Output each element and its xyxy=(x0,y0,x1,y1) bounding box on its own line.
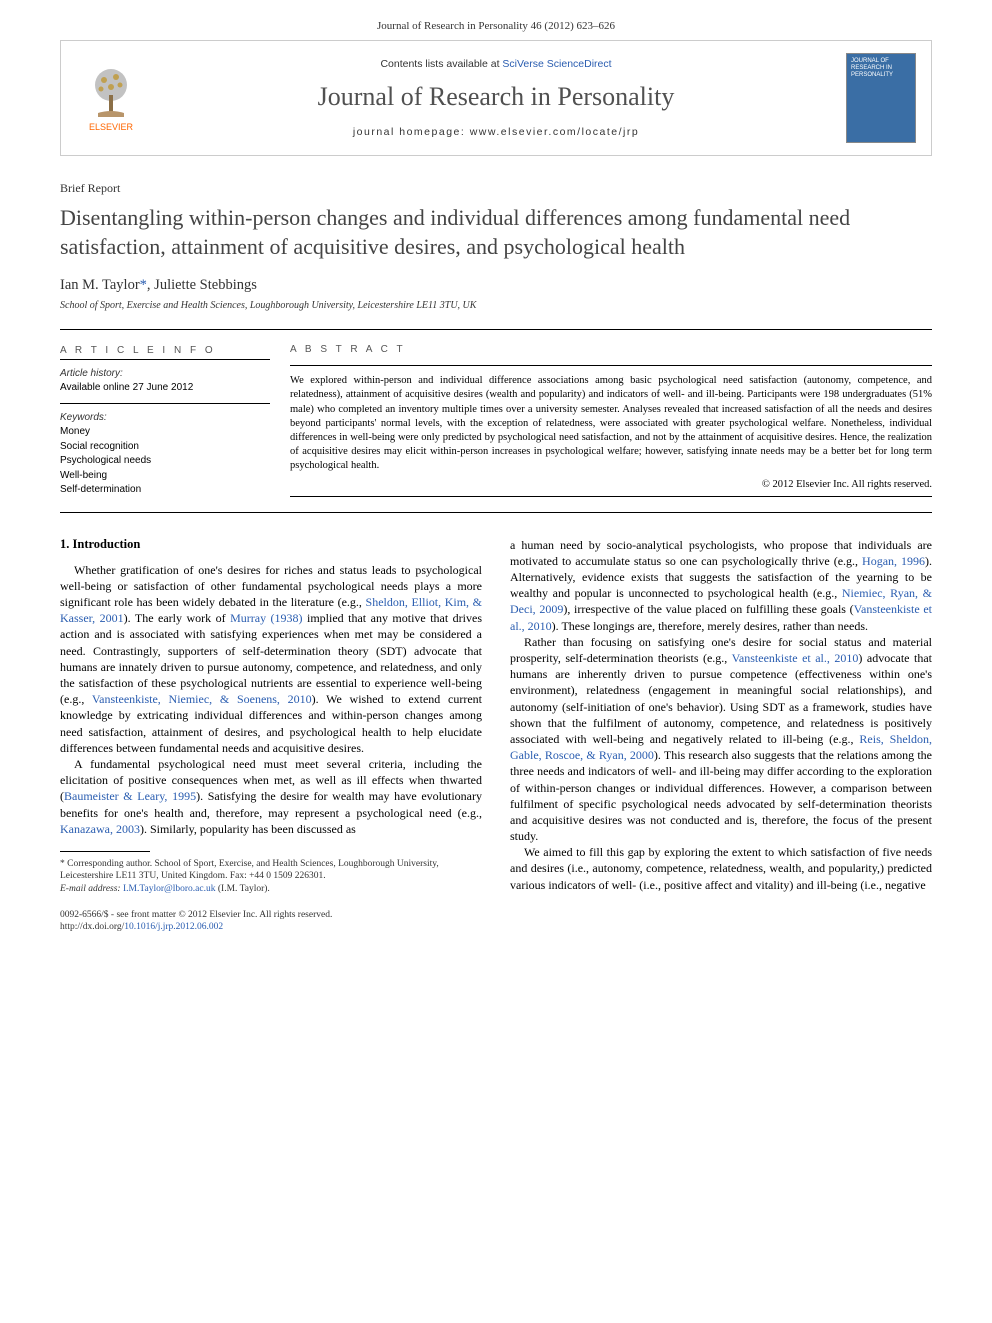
meta-abstract-row: A R T I C L E I N F O Article history: A… xyxy=(60,329,932,512)
contents-prefix: Contents lists available at xyxy=(380,58,502,70)
author-1: Ian M. Taylor xyxy=(60,277,140,293)
abstract-copyright: © 2012 Elsevier Inc. All rights reserved… xyxy=(290,479,932,490)
email-after: (I.M. Taylor). xyxy=(216,884,270,894)
history-label: Article history: xyxy=(60,367,270,381)
email-footnote: E-mail address: I.M.Taylor@lboro.ac.uk (… xyxy=(60,883,482,895)
abstract-col: A B S T R A C T We explored within-perso… xyxy=(290,330,932,512)
running-header: Journal of Research in Personality 46 (2… xyxy=(0,0,992,40)
keyword: Well-being xyxy=(60,469,270,483)
cover-text: JOURNAL OF RESEARCH IN PERSONALITY xyxy=(851,58,911,80)
body-col-left: 1. Introduction Whether gratification of… xyxy=(60,537,482,895)
paragraph: We aimed to fill this gap by exploring t… xyxy=(510,844,932,893)
author-2: , Juliette Stebbings xyxy=(147,277,257,293)
contents-available-line: Contents lists available at SciVerse Sci… xyxy=(166,58,826,70)
email-link[interactable]: I.M.Taylor@lboro.ac.uk xyxy=(123,884,216,894)
abstract-heading: A B S T R A C T xyxy=(290,344,932,355)
article-info-heading: A R T I C L E I N F O xyxy=(60,344,270,358)
citation-link[interactable]: Vansteenkiste et al., 2010 xyxy=(732,651,859,665)
text: ). Similarly, popularity has been discus… xyxy=(140,822,356,836)
citation-link[interactable]: Baumeister & Leary, 1995 xyxy=(64,789,196,803)
elsevier-tree-icon xyxy=(86,65,136,120)
email-label: E-mail address: xyxy=(60,884,123,894)
section-heading: 1. Introduction xyxy=(60,537,482,552)
publisher-name: ELSEVIER xyxy=(89,122,133,132)
paragraph: Rather than focusing on satisfying one's… xyxy=(510,634,932,844)
journal-name: Journal of Research in Personality xyxy=(166,82,826,112)
corresponding-marker[interactable]: * xyxy=(140,277,147,293)
article-title: Disentangling within-person changes and … xyxy=(60,204,932,261)
sciencedirect-link[interactable]: SciVerse ScienceDirect xyxy=(502,58,611,70)
citation-link[interactable]: Vansteenkiste, Niemiec, & Soenens, 2010 xyxy=(92,692,312,706)
authors: Ian M. Taylor*, Juliette Stebbings xyxy=(60,277,932,294)
issn-line: 0092-6566/$ - see front matter © 2012 El… xyxy=(60,909,932,921)
doi-line: http://dx.doi.org/10.1016/j.jrp.2012.06.… xyxy=(60,921,932,933)
keyword: Social recognition xyxy=(60,440,270,454)
paragraph: A fundamental psychological need must me… xyxy=(60,756,482,837)
text: ). The early work of xyxy=(124,611,230,625)
citation-link[interactable]: Kanazawa, 2003 xyxy=(60,822,140,836)
page-footer: 0092-6566/$ - see front matter © 2012 El… xyxy=(60,909,932,934)
keyword: Psychological needs xyxy=(60,454,270,468)
keyword: Money xyxy=(60,425,270,439)
text: ). This research also suggests that the … xyxy=(510,748,932,843)
banner-center: Contents lists available at SciVerse Sci… xyxy=(146,58,846,138)
keyword: Self-determination xyxy=(60,483,270,497)
footnote-separator xyxy=(60,851,150,852)
affiliation: School of Sport, Exercise and Health Sci… xyxy=(60,300,932,311)
text: ). These longings are, therefore, merely… xyxy=(552,619,868,633)
paragraph: a human need by socio-analytical psychol… xyxy=(510,537,932,634)
citation-link[interactable]: Murray (1938) xyxy=(230,611,302,625)
citation-link[interactable]: Hogan, 1996 xyxy=(862,554,925,568)
homepage-prefix: journal homepage: xyxy=(353,126,470,138)
corresponding-author-footnote: * Corresponding author. School of Sport,… xyxy=(60,858,482,883)
article-type: Brief Report xyxy=(60,181,932,196)
history-value: Available online 27 June 2012 xyxy=(60,381,270,395)
doi-link[interactable]: 10.1016/j.jrp.2012.06.002 xyxy=(124,922,223,932)
section-divider xyxy=(60,512,932,513)
paragraph: Whether gratification of one's desires f… xyxy=(60,562,482,756)
publisher-logo: ELSEVIER xyxy=(76,58,146,138)
text: ), irrespective of the value placed on f… xyxy=(563,602,853,616)
journal-cover-thumbnail: JOURNAL OF RESEARCH IN PERSONALITY xyxy=(846,53,916,143)
journal-banner: ELSEVIER Contents lists available at Sci… xyxy=(60,40,932,156)
body-columns: 1. Introduction Whether gratification of… xyxy=(60,537,932,895)
homepage-url: www.elsevier.com/locate/jrp xyxy=(470,126,639,138)
divider xyxy=(290,496,932,497)
keywords-label: Keywords: xyxy=(60,411,270,425)
article-info-col: A R T I C L E I N F O Article history: A… xyxy=(60,330,290,512)
abstract-body: We explored within-person and individual… xyxy=(290,374,932,473)
journal-homepage-line: journal homepage: www.elsevier.com/locat… xyxy=(166,126,826,138)
doi-prefix: http://dx.doi.org/ xyxy=(60,922,124,932)
body-col-right: a human need by socio-analytical psychol… xyxy=(510,537,932,895)
